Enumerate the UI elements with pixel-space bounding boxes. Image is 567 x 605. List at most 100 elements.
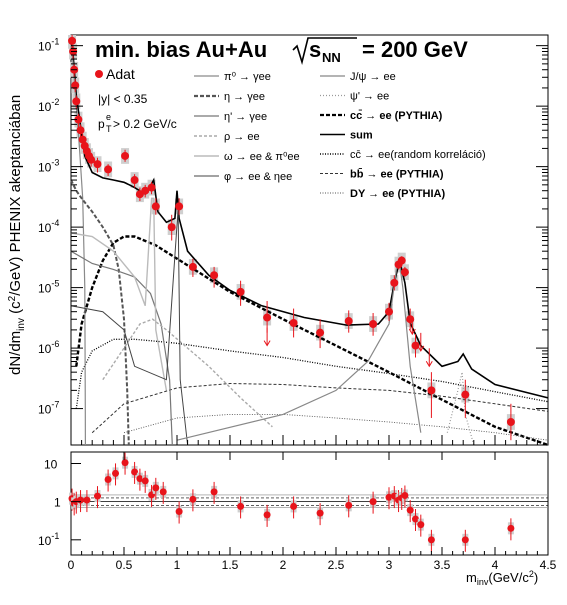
y-tick-label: 10-2: [38, 97, 59, 114]
data-point: [390, 278, 399, 287]
ratio-plot-frame: [70, 451, 549, 556]
ratio-tick-label: 1: [54, 496, 61, 510]
ratio-point: [104, 476, 112, 484]
ratio-point: [175, 508, 183, 516]
data-point: [263, 313, 272, 322]
data-point: [369, 320, 378, 329]
ratio-point: [316, 509, 324, 517]
data-point: [236, 287, 245, 296]
model-curves: [70, 40, 549, 447]
y-tick-base: 10: [38, 100, 52, 114]
upper-limit-arrow: [408, 328, 416, 336]
pt-cut-value: > 0.2 GeV/c: [113, 117, 177, 131]
curve-cc_random: [75, 338, 549, 409]
data-point: [289, 318, 298, 327]
legend-col2-label: cc̄ → ee (PYTHIA): [350, 110, 443, 122]
curve-dy: [123, 413, 549, 441]
data-point: [385, 307, 393, 316]
x-tick-label: 0: [68, 558, 75, 572]
rapidity-cut: |y| < 0.35: [98, 92, 148, 106]
ratio-tick-exp: -1: [51, 531, 59, 541]
legend-col1-label: η' → γee: [224, 111, 267, 123]
x-tick-label: 2.5: [328, 558, 345, 572]
data-point: [72, 97, 81, 106]
y-tick-exp: -6: [51, 339, 59, 349]
main-plot-frame: [70, 34, 549, 446]
ratio-point: [210, 488, 218, 496]
legend-col2-label: DY → ee (PYTHIA): [350, 188, 445, 200]
y-tick-base: 10: [38, 342, 52, 356]
x-tick-label: 4: [492, 558, 499, 572]
legend-col2-label: sum: [350, 130, 373, 142]
data-point: [406, 315, 415, 324]
legend-col2-label: bb̄ → ee (PYTHIA): [350, 168, 444, 180]
ratio-point: [507, 524, 515, 532]
x-tick-label: 3.5: [434, 558, 451, 572]
upper-limit-arrow: [425, 361, 433, 368]
data-point: [141, 186, 150, 195]
x-axis-title: minv(GeV/c2): [466, 569, 538, 587]
y-axis-title-part2: (c: [7, 301, 24, 318]
x-axis-title-close: ): [534, 570, 538, 585]
legend-col1-label: φ → ee & ηee: [224, 171, 292, 183]
ratio-point: [159, 488, 167, 496]
data-point: [104, 165, 113, 174]
legend-col2-label: ψ' → ee: [350, 91, 389, 103]
curve-bb_pythia: [91, 382, 549, 434]
data-point: [427, 386, 436, 395]
ratio-point: [417, 521, 425, 529]
x-tick-label: 3: [386, 558, 393, 572]
ratio-point: [121, 459, 129, 467]
legend-data-marker: [95, 70, 103, 78]
ratio-point: [141, 477, 149, 485]
data-point: [411, 341, 420, 350]
y-axis-title: dN/dminv (c2/GeV) PHENIX akeptanciában: [7, 95, 27, 375]
curve-phi: [70, 208, 189, 446]
ratio-point: [94, 492, 101, 500]
pt-cut-p: p: [98, 117, 105, 131]
y-tick-label: 10-5: [38, 279, 59, 296]
data-point: [74, 115, 83, 124]
energy-label: s NN = 200 GeV: [292, 37, 468, 65]
y-tick-exp: -5: [51, 279, 59, 289]
legend-col1-label: π⁰ → γee: [224, 71, 271, 83]
y-axis-title-part3: /GeV) PHENIX akeptanciában: [7, 95, 24, 296]
x-axis-title-m: m: [466, 570, 477, 585]
legend-column-1: π⁰ → γee η → γee η' → γee ρ → ee ω → ee & π⁰…: [194, 71, 300, 183]
x-tick-label: 1.5: [222, 558, 239, 572]
ratio-point: [461, 536, 469, 544]
y-tick-base: 10: [38, 221, 52, 235]
curve-etap: [70, 250, 173, 446]
ratio-point: [152, 484, 160, 492]
pt-cut-e: e: [106, 112, 111, 122]
curve-omega: [70, 197, 168, 391]
ratio-point: [189, 495, 197, 503]
data-point: [397, 256, 406, 265]
data-point: [130, 176, 139, 185]
data-point: [151, 202, 160, 211]
legend-col2-label: cc̄ → ee(random korreláció): [350, 149, 486, 161]
pt-cut: p e T > 0.2 GeV/c: [98, 112, 177, 134]
pt-cut-t: T: [106, 124, 112, 134]
x-axis-title-unit: (GeV/c: [488, 570, 529, 585]
x-axis-title-sub: inv: [477, 577, 489, 587]
energy-value: = 200 GeV: [362, 37, 468, 62]
data-point: [147, 183, 156, 192]
y-tick-exp: -4: [51, 218, 59, 228]
y-tick-label: 10-7: [38, 400, 59, 417]
y-tick-exp: -1: [51, 37, 59, 47]
ratio-point: [290, 502, 298, 510]
legend-col1-label: ω → ee & π⁰ee: [224, 151, 300, 163]
ratio-point: [412, 515, 419, 523]
y-tick-base: 10: [38, 403, 52, 417]
data-point: [400, 268, 409, 277]
curve-sum: [70, 40, 549, 399]
legend-data-entry: Adat: [95, 66, 135, 82]
x-tick-label: 0.5: [116, 558, 133, 572]
x-axis-title-sup: 2: [529, 569, 534, 579]
ratio-point: [131, 468, 139, 476]
x-tick-label: 2: [280, 558, 287, 572]
legend-column-2: J/ψ → ee ψ' → ee cc̄ → ee (PYTHIA) sum cc̄ →…: [320, 71, 486, 200]
data-point: [68, 36, 77, 45]
